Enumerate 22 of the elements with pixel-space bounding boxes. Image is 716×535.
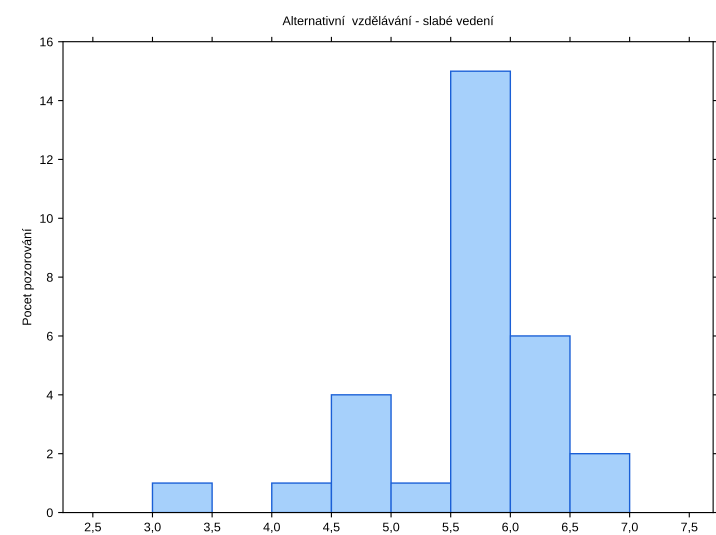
y-tick-label: 8	[46, 272, 53, 282]
x-tick-label: 7,5	[681, 522, 698, 533]
y-tick-label: 12	[40, 155, 53, 164]
y-axis-title: Pocet pozorování	[22, 228, 34, 325]
x-tick-label: 6,0	[502, 522, 519, 533]
x-tick-label: 7,0	[622, 522, 638, 533]
chart-title: Alternativní vzdělávání - slabé vedení	[282, 16, 494, 26]
x-tick-label: 4,0	[263, 522, 280, 533]
y-tick-label: 16	[40, 38, 53, 46]
y-tick-label: 10	[40, 214, 53, 223]
x-tick-label: 2,5	[84, 522, 101, 533]
y-tick-label: 14	[40, 96, 53, 106]
x-tick-label: 3,0	[144, 522, 161, 533]
y-tick-label: 4	[46, 390, 53, 400]
y-tick-label: 6	[46, 332, 53, 341]
x-tick-label: 6,5	[562, 522, 578, 533]
x-tick-label: 3,5	[204, 522, 220, 533]
x-tick-label: 5,0	[382, 522, 400, 533]
x-tick-label: 4,5	[323, 522, 340, 533]
y-tick-label: 0	[46, 508, 53, 518]
y-tick-label: 2	[46, 449, 53, 458]
x-tick-label: 5,5	[442, 522, 459, 533]
